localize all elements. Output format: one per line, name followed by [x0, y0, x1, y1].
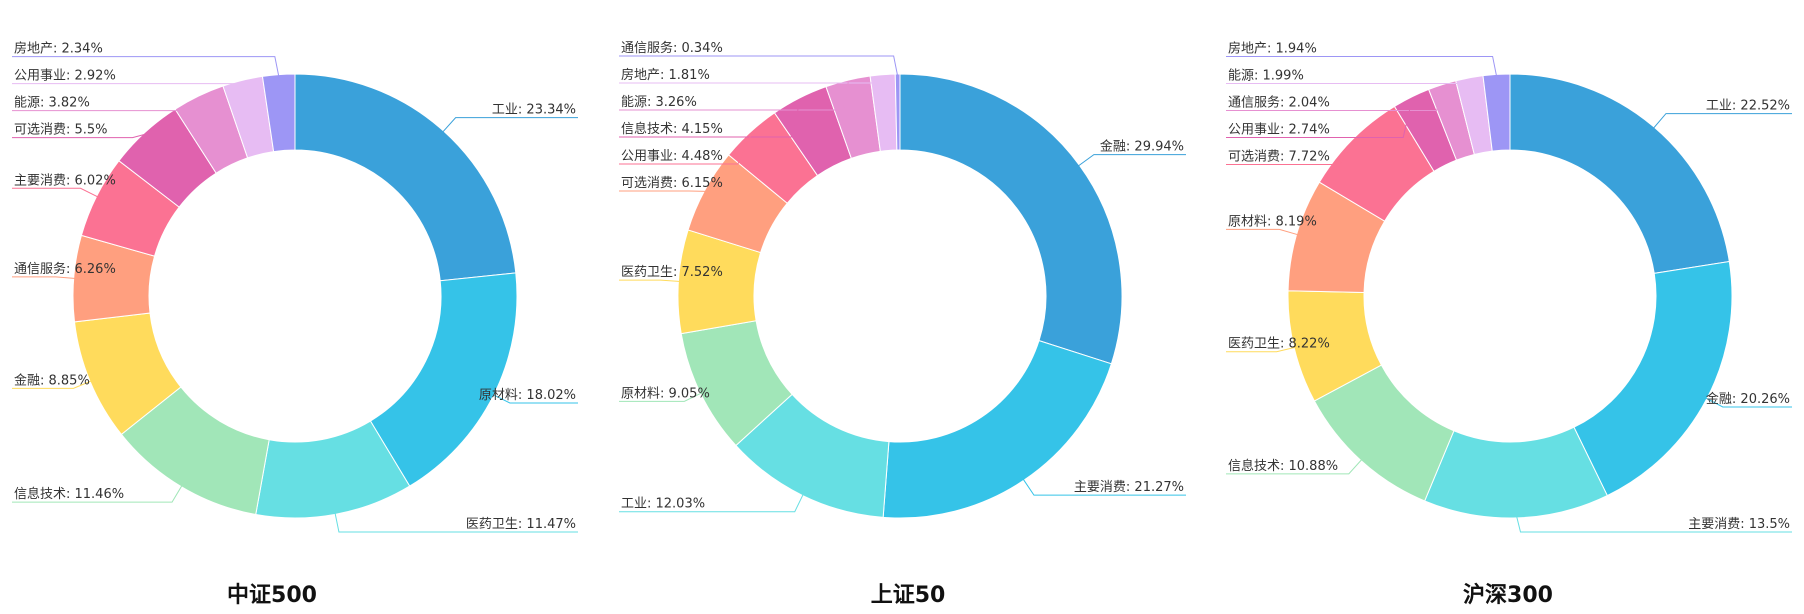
- slice-label-6: 可选消费: 6.15%: [621, 176, 723, 191]
- slice-label-7: 主要消费: 6.02%: [14, 173, 116, 188]
- slice-label-5: 金融: 8.85%: [14, 372, 90, 388]
- label-leader-line-8: [619, 99, 801, 138]
- slice-1[interactable]: [1509, 73, 1730, 274]
- slice-label-8: 公用事业: 2.74%: [1228, 122, 1330, 137]
- label-leader-line-4: [12, 484, 183, 503]
- slice-label-3: 工业: 12.03%: [621, 497, 705, 512]
- label-leader-line-2: [1022, 478, 1186, 496]
- label-leader-line-5: [619, 279, 681, 282]
- slice-label-2: 金融: 20.26%: [1706, 391, 1790, 407]
- slice-label-5: 医药卫生: 8.22%: [1228, 337, 1330, 352]
- slice-label-9: 能源: 3.26%: [621, 95, 697, 110]
- slice-label-3: 主要消费: 13.5%: [1688, 517, 1790, 532]
- slice-label-8: 可选消费: 5.5%: [14, 123, 108, 138]
- chart-title: 沪深300: [1463, 582, 1553, 608]
- label-leader-line-11: [619, 55, 899, 77]
- slice-label-4: 信息技术: 10.88%: [1228, 458, 1338, 474]
- slice-label-3: 医药卫生: 11.47%: [466, 517, 576, 532]
- label-leader-line-7: [12, 187, 99, 198]
- label-leader-line-6: [12, 276, 76, 279]
- label-leader-line-4: [1226, 458, 1363, 475]
- label-leader-line-6: [1226, 228, 1299, 236]
- slice-label-11: 房地产: 2.34%: [14, 41, 103, 57]
- label-leader-line-5: [12, 380, 93, 389]
- donut-chart-2: 金融: 29.94% 主要消费: 21.27% 通信服务: 0.34% 房地产: 1.…: [619, 40, 1186, 608]
- slice-label-5: 医药卫生: 7.52%: [621, 265, 723, 280]
- label-leader-line-9: [12, 97, 200, 112]
- label-leader-line-1: [441, 117, 578, 133]
- slice-label-4: 信息技术: 11.46%: [14, 486, 124, 502]
- label-leader-line-1: [1077, 154, 1186, 167]
- label-leader-line-7: [1226, 140, 1355, 165]
- slice-1[interactable]: [294, 73, 517, 282]
- slice-11[interactable]: [1482, 73, 1511, 152]
- slice-label-4: 原材料: 9.05%: [621, 386, 710, 401]
- slice-label-2: 原材料: 18.02%: [479, 388, 576, 403]
- label-leader-line-7: [619, 133, 752, 165]
- slice-label-7: 公用事业: 4.48%: [621, 149, 723, 164]
- slice-label-6: 原材料: 8.19%: [1228, 214, 1317, 229]
- label-leader-line-9: [1226, 86, 1444, 111]
- slice-label-1: 金融: 29.94%: [1100, 139, 1184, 155]
- label-leader-line-8: [1226, 98, 1413, 138]
- label-leader-line-10: [619, 76, 884, 84]
- donut-chart-3: 工业: 22.52% 金融: 20.26% 主要消费: 13.5% 房地产: 1.94…: [1226, 40, 1792, 608]
- label-leader-line-5: [1226, 346, 1297, 353]
- slice-label-1: 工业: 22.52%: [1706, 99, 1790, 114]
- label-leader-line-9: [619, 82, 849, 111]
- slice-label-10: 能源: 1.99%: [1228, 68, 1304, 83]
- donut-chart-1: 工业: 23.34% 原材料: 18.02% 医药卫生: 11.47% 房地产: 2.…: [12, 41, 578, 608]
- slice-label-11: 通信服务: 0.34%: [621, 40, 723, 56]
- slice-label-1: 工业: 23.34%: [492, 103, 576, 118]
- label-leader-line-11: [1226, 55, 1498, 77]
- slice-label-9: 能源: 3.82%: [14, 96, 90, 111]
- slice-label-2: 主要消费: 21.27%: [1074, 480, 1184, 495]
- label-leader-line-2: [1704, 397, 1792, 408]
- slice-label-11: 房地产: 1.94%: [1228, 40, 1317, 56]
- slice-2[interactable]: [369, 272, 518, 487]
- label-leader-line-8: [12, 133, 147, 139]
- label-leader-line-10: [12, 81, 244, 85]
- slice-label-7: 可选消费: 7.72%: [1228, 149, 1330, 164]
- slice-label-6: 通信服务: 6.26%: [14, 261, 116, 277]
- label-leader-line-10: [1226, 79, 1470, 84]
- slice-label-8: 信息技术: 4.15%: [621, 121, 723, 137]
- slice-2[interactable]: [1573, 260, 1733, 497]
- slice-label-9: 通信服务: 2.04%: [1228, 94, 1330, 110]
- label-leader-line-2: [491, 393, 578, 404]
- slice-1[interactable]: [899, 73, 1123, 365]
- slice-3[interactable]: [1424, 426, 1608, 519]
- label-leader-line-11: [12, 56, 280, 77]
- slice-label-10: 房地产: 1.81%: [621, 67, 710, 83]
- slice-11[interactable]: [261, 73, 296, 153]
- chart-title: 中证500: [227, 583, 317, 608]
- slice-label-10: 公用事业: 2.92%: [14, 69, 116, 84]
- label-leader-line-3: [334, 512, 578, 533]
- label-leader-line-4: [619, 392, 703, 402]
- label-leader-line-3: [619, 493, 804, 513]
- label-leader-line-3: [1516, 515, 1792, 533]
- label-leader-line-1: [1652, 113, 1792, 130]
- chart-title: 上证50: [871, 583, 946, 608]
